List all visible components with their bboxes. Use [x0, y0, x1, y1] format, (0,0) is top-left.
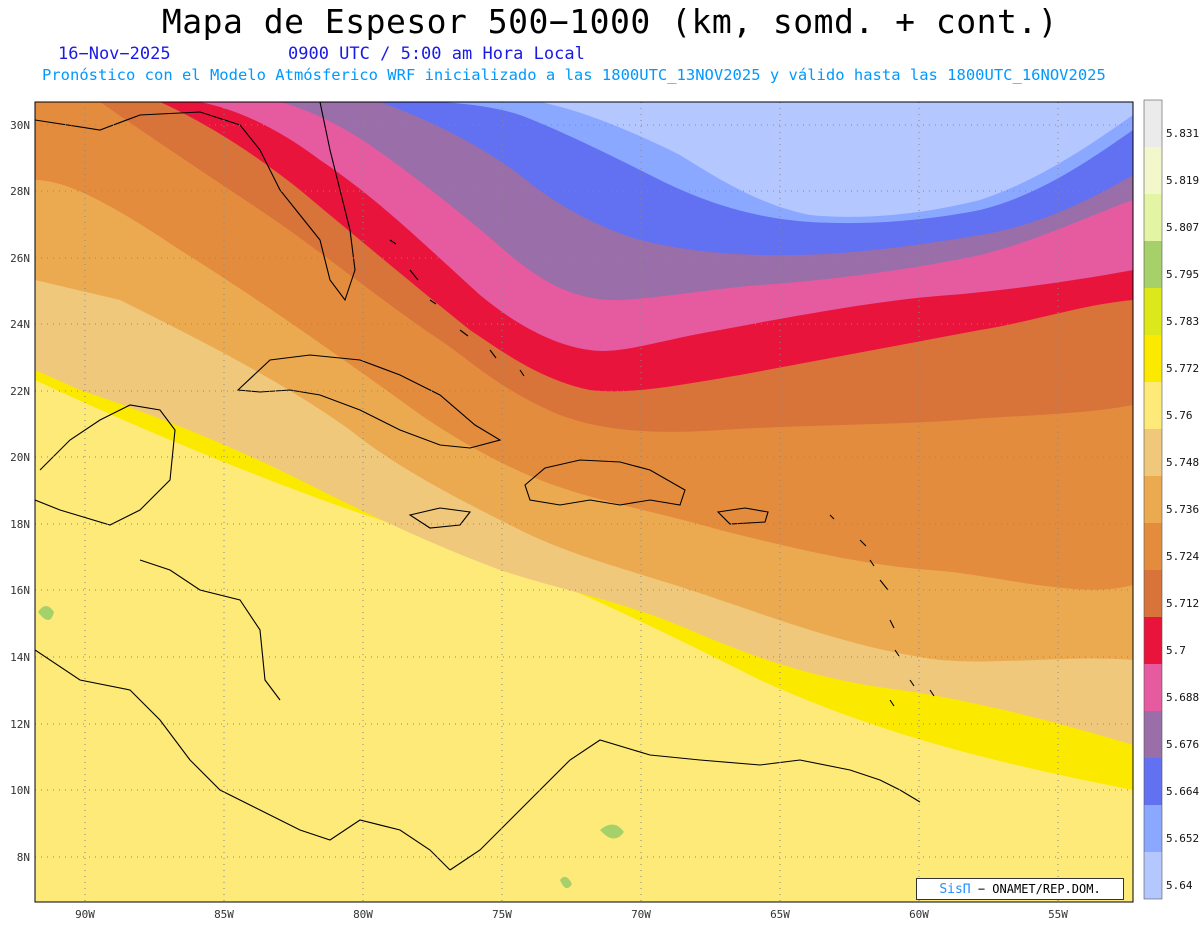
lon-label: 80W	[353, 908, 373, 921]
colorbar-label: 5.748	[1166, 456, 1199, 469]
colorbar-swatch	[1144, 335, 1162, 382]
coast-south-america	[449, 739, 921, 871]
colorbar-swatch	[1144, 288, 1162, 335]
colorbar-swatch	[1144, 664, 1162, 711]
lat-label: 16N	[10, 584, 30, 597]
coast-hispaniola	[524, 459, 686, 506]
colorbar-swatch	[1144, 476, 1162, 523]
lat-axis: 30N 28N 26N 24N 22N 20N 18N 16N 14N 12N …	[10, 119, 30, 864]
lat-label: 12N	[10, 718, 30, 731]
coast-bahamas	[389, 239, 525, 377]
colorbar-swatch	[1144, 805, 1162, 852]
band-5-760	[35, 380, 1133, 902]
lat-label: 8N	[17, 851, 30, 864]
lat-label: 10N	[10, 784, 30, 797]
colorbar-swatch	[1144, 429, 1162, 476]
lat-label: 24N	[10, 318, 30, 331]
lat-label: 18N	[10, 518, 30, 531]
colorbar-label: 5.676	[1166, 738, 1199, 751]
colorbar-label: 5.831	[1166, 127, 1199, 140]
model-run-info: Pronóstico con el Modelo Atmósferico WRF…	[42, 66, 1106, 84]
colorbar-label: 5.64	[1166, 879, 1193, 892]
lon-axis: 90W 85W 80W 75W 70W 65W 60W 55W	[75, 908, 1068, 921]
lat-label: 28N	[10, 185, 30, 198]
map-title: Mapa de Espesor 500−1000 (km, somd. + co…	[161, 2, 1059, 41]
graticule	[35, 102, 1133, 902]
colorbar-swatch	[1144, 100, 1162, 147]
colorbar-label: 5.76	[1166, 409, 1193, 422]
lon-label: 90W	[75, 908, 95, 921]
colorbar-swatch	[1144, 758, 1162, 805]
coast-cuba	[236, 354, 502, 449]
credit-box: SisΠ − ONAMET/REP.DOM.	[916, 878, 1124, 900]
coast-central-america	[35, 404, 451, 871]
lat-label: 30N	[10, 119, 30, 132]
colorbar-label: 5.724	[1166, 550, 1199, 563]
coast-lesser-antilles	[829, 514, 935, 707]
forecast-date: 16−Nov−2025	[58, 44, 171, 64]
lon-label: 60W	[909, 908, 929, 921]
colorbar-swatch	[1144, 523, 1162, 570]
colorbar-swatch	[1144, 241, 1162, 288]
coast-jamaica	[408, 507, 472, 529]
colorbar-label: 5.783	[1166, 315, 1199, 328]
colorbar-label: 5.7	[1166, 644, 1186, 657]
colorbar-label: 5.772	[1166, 362, 1199, 375]
lon-label: 75W	[492, 908, 512, 921]
thickness-bands	[35, 102, 1133, 902]
coast-us	[35, 102, 356, 302]
lon-label: 65W	[770, 908, 790, 921]
colorbar-label: 5.795	[1166, 268, 1199, 281]
colorbar-swatch	[1144, 147, 1162, 194]
band-5-640	[520, 102, 1133, 217]
lon-label: 85W	[214, 908, 234, 921]
colorbar-label: 5.652	[1166, 832, 1199, 845]
lat-label: 22N	[10, 385, 30, 398]
colorbar-swatch	[1144, 382, 1162, 429]
colorbar-swatch	[1144, 617, 1162, 664]
colorbar-swatch	[1144, 194, 1162, 241]
colorbar-label: 5.664	[1166, 785, 1199, 798]
lon-label: 55W	[1048, 908, 1068, 921]
lat-label: 26N	[10, 252, 30, 265]
lat-label: 14N	[10, 651, 30, 664]
colorbar-label: 5.712	[1166, 597, 1199, 610]
colorbar-label: 5.819	[1166, 174, 1199, 187]
credit-brand: SisΠ	[939, 882, 971, 897]
colorbar-swatch	[1144, 570, 1162, 617]
colorbar-label: 5.688	[1166, 691, 1199, 704]
colorbar: 5.831 5.819 5.807 5.795 5.783 5.772 5.76 5.748 5…	[1143, 99, 1199, 900]
lon-label: 70W	[631, 908, 651, 921]
colorbar-label: 5.736	[1166, 503, 1199, 516]
forecast-time: 0900 UTC / 5:00 am Hora Local	[288, 44, 585, 64]
map-frame	[34, 101, 1134, 903]
colorbar-label: 5.807	[1166, 221, 1199, 234]
colorbar-swatch	[1144, 711, 1162, 758]
coastlines	[35, 102, 935, 871]
colorbar-frame	[1143, 99, 1163, 900]
lat-label: 20N	[10, 451, 30, 464]
colorbar-swatch	[1144, 852, 1162, 899]
coast-puerto-rico	[716, 507, 769, 525]
credit-text: − ONAMET/REP.DOM.	[977, 882, 1101, 896]
